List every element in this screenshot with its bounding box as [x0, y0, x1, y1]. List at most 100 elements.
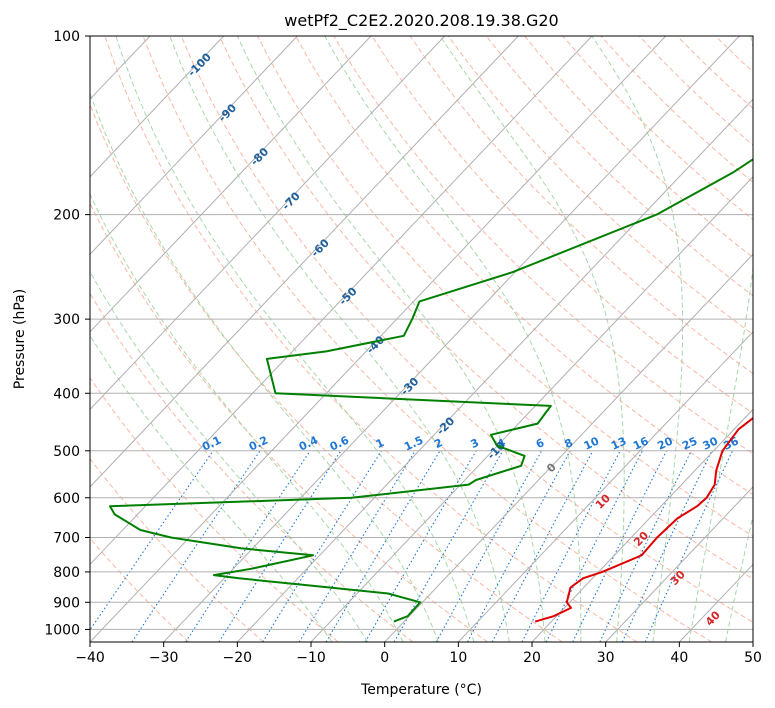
moist-adiabat-line [90, 334, 333, 642]
isotherm-line [384, 253, 753, 642]
mixing-ratio-label: 2 [432, 436, 444, 451]
dry-adiabat-line [90, 537, 190, 642]
isotherm-label: 0 [544, 460, 559, 475]
isotherm-label: -80 [248, 145, 271, 168]
isobar-grid [90, 36, 753, 630]
isotherm-grid [0, 36, 753, 642]
mixing-ratio-label: 16 [631, 434, 651, 452]
dry-adiabat-line [638, 36, 753, 146]
mixing-ratio-line [521, 450, 621, 642]
isotherm-line [531, 408, 753, 642]
mixing-ratio-line [131, 450, 261, 642]
y-tick-label: 300 [53, 312, 80, 328]
dry-adiabat-line [486, 36, 753, 297]
y-tick-label: 900 [53, 595, 80, 611]
isotherm-line [90, 36, 372, 333]
dry-adiabat-line [295, 36, 753, 496]
x-tick-label: 20 [523, 650, 541, 666]
y-tick-label: 800 [53, 565, 80, 581]
x-tick-label: 40 [670, 650, 688, 666]
mixing-ratio-label: 30 [701, 434, 721, 452]
isotherm-line [163, 36, 740, 642]
mixing-ratio-line [364, 450, 477, 642]
moist-adiabat-line [90, 193, 404, 642]
isotherm-line [90, 36, 519, 488]
x-tick-label: −30 [149, 650, 179, 666]
dry-adiabat-line [409, 36, 753, 375]
isotherm-line [90, 36, 446, 411]
x-tick-label: 0 [380, 650, 389, 666]
mixing-ratio-label: 20 [655, 434, 675, 452]
moist-adiabat-line [169, 36, 510, 642]
isotherm-line [90, 36, 667, 642]
isotherm-line [457, 331, 753, 642]
mixing-ratio-line [467, 450, 571, 642]
moist-adiabat-line [591, 36, 684, 642]
moist-adiabat-line [115, 36, 475, 642]
mixing-ratio-label: 10 [582, 434, 602, 452]
isotherm-label: -20 [434, 414, 457, 437]
dry-adiabat-line [524, 36, 753, 259]
isotherm-label: -50 [336, 285, 359, 308]
y-tick-label: 700 [53, 531, 80, 547]
mixing-ratio-label: 36 [721, 434, 741, 452]
isotherm-label: -60 [309, 236, 332, 259]
isotherm-label: 30 [668, 568, 688, 588]
dry-adiabat-line [104, 36, 638, 642]
x-tick-label: 10 [449, 650, 467, 666]
isotherm-line [90, 36, 298, 256]
moist-adiabat-line [90, 270, 369, 642]
isotherm-label: -90 [216, 101, 239, 124]
dry-adiabat-line [180, 36, 753, 623]
mixing-ratio-line [644, 450, 734, 642]
isotherm-line [605, 486, 753, 642]
isotherm-label: -70 [280, 189, 303, 212]
chart-title: wetPf2_C2E2.2020.208.19.38.G20 [284, 11, 558, 31]
dry-adiabat-line [371, 36, 753, 414]
moist-adiabats [90, 36, 753, 642]
dry-adiabat-line [142, 36, 712, 642]
mixing-ratio-label: 3 [468, 436, 480, 451]
mixing-ratio-line [435, 450, 543, 642]
mixing-ratio-label: 6 [534, 436, 547, 451]
moist-adiabat-line [90, 91, 439, 642]
x-tick-label: 50 [744, 650, 762, 666]
x-axis-ticks: −40 −30 −20 −10 0 10 20 30 40 50 [75, 642, 762, 666]
x-tick-label: −40 [75, 650, 105, 666]
dry-adiabat-line [754, 36, 775, 642]
y-tick-label: 400 [53, 386, 80, 402]
profile-series [109, 158, 753, 623]
isotherm-line [236, 98, 753, 642]
isotherm-line [752, 641, 753, 642]
y-axis-ticks: 100 200 300 400 500 600 700 800 900 1000 [44, 29, 90, 638]
mixing-ratio-line [185, 450, 311, 642]
mixing-ratio-label: 13 [609, 434, 628, 452]
x-axis-label: Temperature (°C) [360, 682, 482, 698]
dry-adiabat-line [90, 292, 414, 642]
y-tick-label: 600 [53, 491, 80, 507]
mixing-ratio-line [218, 450, 342, 642]
dry-adiabat-line [90, 202, 488, 642]
dry-adiabat-line [90, 457, 264, 642]
mixing-ratio-line [545, 450, 643, 642]
isotherm-label: 40 [703, 608, 723, 628]
isotherm-label: 10 [593, 491, 613, 511]
isotherm-line [90, 36, 225, 178]
y-tick-label: 500 [53, 444, 80, 460]
isotherm-line [90, 36, 593, 566]
y-tick-label: 1000 [44, 622, 80, 638]
moist-adiabat-line [725, 513, 753, 642]
isotherm-line [0, 36, 3, 642]
x-tick-label: 30 [597, 650, 615, 666]
moist-adiabat-line [439, 36, 625, 642]
moist-adiabat-line [688, 36, 753, 642]
dry-adiabat-line [257, 36, 753, 538]
dry-adiabat-line [715, 36, 753, 73]
mixing-ratio-label: 25 [680, 434, 699, 452]
y-axis-label: Pressure (hPa) [12, 289, 28, 389]
temperature-line [534, 416, 753, 623]
y-tick-label: 200 [53, 208, 80, 224]
mixing-ratio-line [572, 450, 668, 642]
dry-adiabat-line [600, 36, 753, 183]
